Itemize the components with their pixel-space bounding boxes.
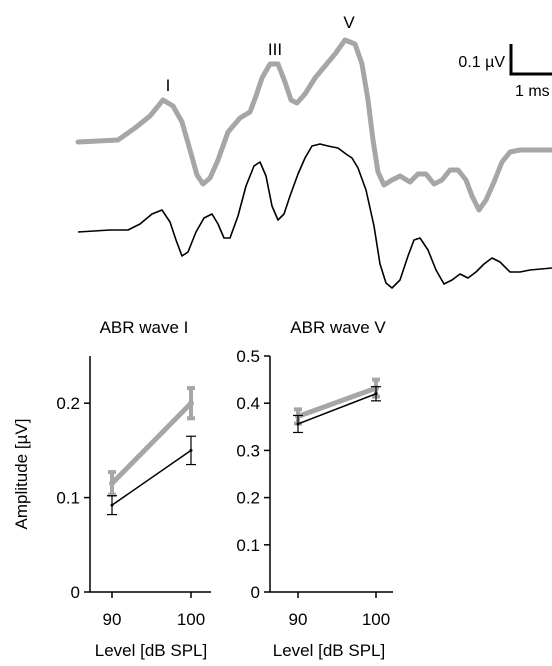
y-tick-label: 0.2 [236, 489, 260, 508]
x-tick-label: 100 [362, 610, 390, 629]
scale-bar-time-label: 1 ms [515, 83, 550, 100]
scale-bar: 0.1 µV 1 ms [458, 44, 552, 100]
y-tick-label: 0.4 [236, 394, 260, 413]
series-line [111, 449, 192, 506]
series-gray [294, 377, 380, 426]
series-gray [108, 386, 195, 497]
y-tick-label: 0.3 [236, 441, 260, 460]
x-tick-label: 90 [103, 610, 122, 629]
y-tick-label: 0 [71, 583, 80, 602]
data-point [109, 480, 115, 487]
scale-bar-amplitude-label: 0.1 µV [458, 54, 505, 71]
peak-label-iii: III [268, 40, 282, 59]
panel-title: ABR wave V [290, 318, 386, 337]
peak-label-i: I [166, 76, 171, 95]
panel-title: ABR wave I [100, 318, 189, 337]
x-tick-label: 90 [289, 610, 308, 629]
y-tick-label: 0.5 [236, 347, 260, 366]
y-tick-label: 0.2 [56, 394, 80, 413]
data-point [189, 448, 193, 452]
data-point [188, 400, 194, 407]
series-black [293, 386, 381, 434]
x-axis-label: Level [dB SPL] [273, 641, 385, 660]
data-point [374, 392, 378, 396]
y-axis-label: Amplitude [µV] [12, 419, 31, 530]
series-line [297, 385, 377, 419]
scale-bar-lines [509, 44, 552, 76]
panel-abr-wave-i: ABR wave I Amplitude [µV] Level [dB SPL]… [12, 318, 211, 660]
series-line [297, 393, 377, 425]
x-tick-label: 100 [177, 610, 205, 629]
series-black [107, 435, 196, 516]
data-point [110, 503, 114, 507]
abr-traces: I III V [75, 13, 552, 289]
y-tick-label: 0.1 [56, 489, 80, 508]
panel-abr-wave-v: ABR wave V Level [dB SPL] 0 0.1 0.2 0.3 0.4 0… [236, 318, 393, 660]
peak-label-v: V [343, 13, 355, 32]
gray-abr-trace [75, 37, 552, 213]
y-tick-label: 0 [251, 583, 260, 602]
data-point [296, 422, 300, 426]
series-line [110, 401, 193, 486]
y-tick-label: 0.1 [236, 536, 260, 555]
black-abr-trace [77, 143, 552, 289]
x-axis-label: Level [dB SPL] [95, 641, 207, 660]
